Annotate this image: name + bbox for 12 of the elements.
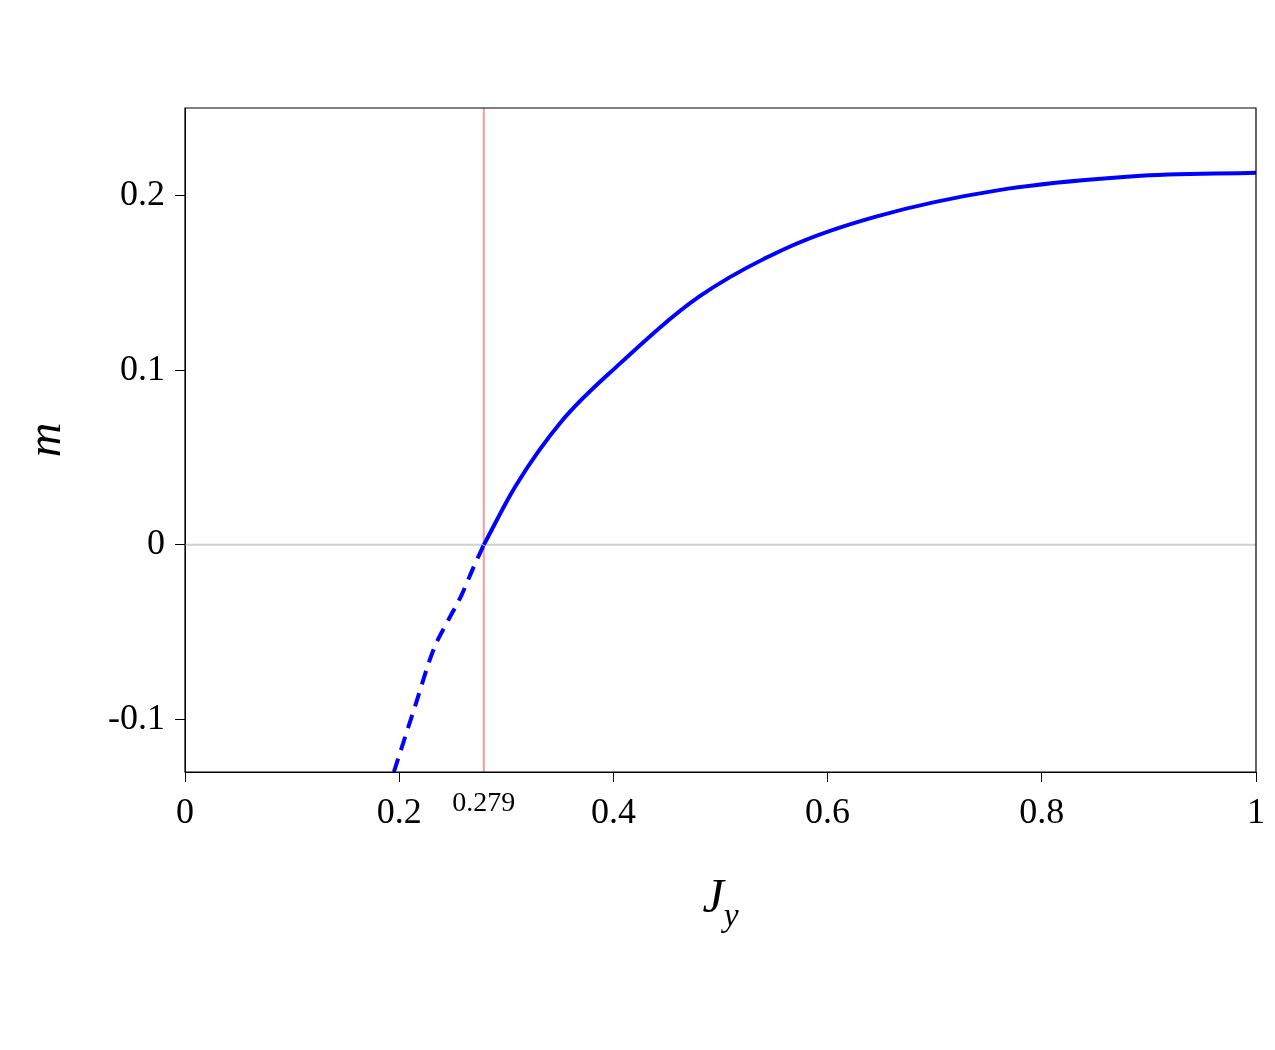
x-tick-label: 0.6 <box>805 791 851 832</box>
x-tick-label: 0.8 <box>1019 791 1065 832</box>
x-tick-label: 0 <box>176 791 194 832</box>
y-axis-title: m <box>17 422 70 458</box>
ref-line-label: 0.279 <box>452 786 516 818</box>
y-tick-label: -0.1 <box>108 697 165 738</box>
y-tick-label: 0 <box>147 522 165 563</box>
x-tick-label: 0.2 <box>376 791 422 832</box>
y-tick-label: 0.1 <box>120 347 165 388</box>
x-tick-label: 1 <box>1247 791 1265 832</box>
y-tick-label: 0.2 <box>120 172 165 213</box>
x-tick-label: 0.4 <box>590 791 636 832</box>
